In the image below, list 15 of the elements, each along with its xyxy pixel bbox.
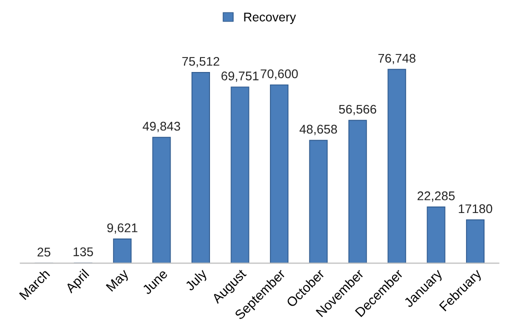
data-label: 75,512 bbox=[182, 56, 220, 68]
data-label: 135 bbox=[74, 247, 94, 256]
data-label: 69,751 bbox=[222, 72, 258, 82]
legend-label: Recovery bbox=[244, 12, 296, 24]
data-label: 48,658 bbox=[300, 124, 337, 136]
data-label: 70,600 bbox=[260, 69, 298, 80]
data-label: 9,621 bbox=[107, 223, 138, 234]
x-tick-label: July bbox=[184, 268, 210, 294]
data-label: 25 bbox=[38, 248, 50, 256]
data-label: 49,843 bbox=[142, 122, 180, 132]
data-label: 76,748 bbox=[378, 54, 416, 64]
data-label: 17180 bbox=[458, 204, 492, 214]
x-tick-label: May bbox=[106, 268, 132, 294]
data-label: 56,566 bbox=[339, 104, 376, 116]
data-label: 22,285 bbox=[418, 191, 455, 202]
